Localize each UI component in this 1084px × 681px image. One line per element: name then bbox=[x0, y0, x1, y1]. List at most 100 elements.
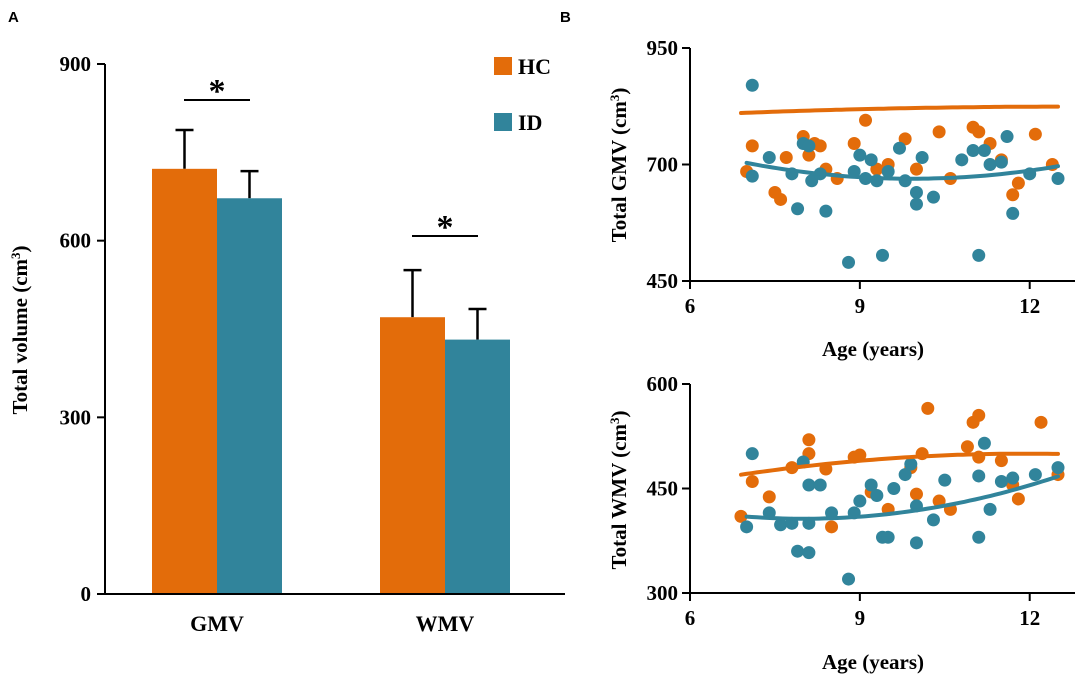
gmv-scatter: Total GMV (cm3) Age (years) 450 700 950 6 9 1… bbox=[607, 36, 1075, 361]
wmv-scatter-point-id bbox=[994, 475, 1008, 489]
bar-gmv-hc bbox=[152, 168, 217, 595]
wmv-scatter-point-id bbox=[774, 518, 788, 532]
gmv-scatter-point-id bbox=[864, 153, 878, 167]
gmv-scatter-point-id bbox=[876, 248, 889, 262]
gmv-scatter-ytick-label: 450 bbox=[647, 269, 679, 293]
gmv-scatter-point-id bbox=[1051, 171, 1065, 185]
wmv-scatter-point-id bbox=[802, 478, 816, 492]
gmv-scatter-xlabel: Age (years) bbox=[822, 337, 924, 361]
gmv-scatter-ytick-label: 700 bbox=[647, 153, 679, 177]
category-label-wmv: WMV bbox=[416, 611, 475, 636]
wmv-scatter-point-id bbox=[1051, 461, 1065, 475]
gmv-scatter-point-id bbox=[994, 155, 1008, 169]
gmv-scatter-point-id bbox=[853, 148, 867, 162]
gmv-scatter-point-hc bbox=[1011, 176, 1025, 190]
wmv-scatter-ytick-label: 450 bbox=[647, 477, 679, 501]
wmv-scatter-point-hc bbox=[972, 408, 986, 422]
wmv-scatter-point-id bbox=[1006, 471, 1020, 485]
gmv-scatter-point-id bbox=[762, 151, 776, 165]
gmv-scatter-point-id bbox=[955, 153, 969, 167]
wmv-scatter-point-id bbox=[745, 447, 759, 461]
gmv-scatter-point-hc bbox=[779, 151, 793, 165]
gmv-scatter-xtick-label: 6 bbox=[685, 294, 696, 318]
wmv-scatter-xtick-label: 12 bbox=[1019, 606, 1040, 630]
bar-chart-ytick-label: 0 bbox=[81, 582, 92, 606]
wmv-scatter-point-id bbox=[887, 482, 901, 495]
gmv-scatter-point-id bbox=[915, 151, 929, 165]
wmv-scatter-point-id bbox=[983, 502, 997, 516]
wmv-scatter-point-hc bbox=[960, 440, 974, 454]
wmv-scatter-point-hc bbox=[734, 509, 748, 523]
bar-chart-ylabel: Total volume (cm3) bbox=[8, 245, 33, 414]
wmv-scatter-point-hc bbox=[762, 490, 776, 504]
gmv-scatter-point-id bbox=[926, 190, 940, 204]
gmv-scatter-point-id bbox=[881, 164, 895, 178]
wmv-scatter-point-id bbox=[972, 469, 986, 483]
wmv-scatter-point-id bbox=[898, 468, 912, 482]
wmv-scatter-point-id bbox=[904, 457, 918, 471]
gmv-scatter-xtick-label: 12 bbox=[1019, 294, 1040, 318]
gmv-scatter-point-hc bbox=[909, 162, 923, 176]
bar-chart-ytick-label: 600 bbox=[60, 229, 92, 253]
gmv-scatter-point-hc bbox=[802, 148, 816, 162]
gmv-scatter-point-hc bbox=[847, 137, 861, 151]
wmv-scatter-point-hc bbox=[802, 433, 816, 447]
gmv-scatter-point-hc bbox=[813, 139, 827, 153]
category-label-gmv: GMV bbox=[190, 611, 244, 636]
bar-chart: Total volume (cm3) 0 300 600 900 * * GMV WMV… bbox=[8, 52, 565, 636]
bar-gmv-id bbox=[217, 198, 282, 594]
gmv-scatter-point-id bbox=[745, 78, 759, 92]
bar-chart-ytick-label: 900 bbox=[60, 52, 92, 76]
legend-swatch-id bbox=[494, 113, 512, 131]
wmv-scatter-point-id bbox=[864, 478, 878, 492]
wmv-scatter: Total WMV (cm3) Age (years) 300 450 600 6 9 1… bbox=[607, 372, 1075, 674]
wmv-scatter-point-id bbox=[813, 478, 827, 492]
panel-label-a: A bbox=[8, 9, 19, 26]
wmv-scatter-point-id bbox=[972, 530, 986, 544]
wmv-scatter-xtick-label: 9 bbox=[855, 606, 866, 630]
gmv-scatter-point-hc bbox=[859, 113, 873, 127]
bar-wmv-hc bbox=[380, 317, 445, 594]
gmv-scatter-point-id bbox=[1000, 130, 1014, 144]
wmv-scatter-ytick-label: 600 bbox=[647, 372, 679, 396]
wmv-scatter-point-id bbox=[881, 530, 895, 544]
wmv-scatter-point-hc bbox=[1011, 492, 1025, 506]
gmv-scatter-point-id bbox=[977, 144, 991, 158]
wmv-scatter-point-id bbox=[1028, 468, 1042, 482]
gmv-scatter-xtick-label: 9 bbox=[855, 294, 866, 318]
wmv-scatter-trend-id bbox=[744, 474, 1060, 521]
wmv-scatter-point-id bbox=[802, 546, 816, 560]
significance-star-wmv: * bbox=[437, 209, 454, 246]
legend-label-id: ID bbox=[518, 110, 542, 135]
wmv-scatter-point-id bbox=[870, 488, 884, 502]
gmv-scatter-point-hc bbox=[870, 162, 884, 176]
wmv-scatter-point-id bbox=[977, 436, 991, 450]
gmv-scatter-point-hc bbox=[1006, 188, 1020, 202]
wmv-scatter-point-hc bbox=[921, 401, 935, 415]
wmv-scatter-xtick-label: 6 bbox=[685, 606, 696, 630]
gmv-scatter-point-id bbox=[745, 169, 759, 183]
bar-chart-ytick-label: 300 bbox=[60, 405, 92, 429]
wmv-scatter-point-id bbox=[909, 536, 923, 550]
gmv-scatter-point-id bbox=[819, 204, 833, 218]
wmv-scatter-point-hc bbox=[994, 454, 1008, 468]
wmv-scatter-xlabel: Age (years) bbox=[822, 650, 924, 674]
wmv-scatter-point-id bbox=[791, 544, 805, 558]
wmv-scatter-point-id bbox=[926, 513, 940, 527]
gmv-scatter-ytick-label: 950 bbox=[647, 36, 679, 60]
wmv-scatter-point-hc bbox=[825, 520, 839, 534]
gmv-scatter-point-id bbox=[791, 202, 805, 216]
wmv-scatter-trend-hc bbox=[739, 451, 1060, 477]
gmv-scatter-point-id bbox=[909, 185, 923, 199]
gmv-scatter-point-id bbox=[983, 158, 997, 171]
wmv-scatter-point-hc bbox=[853, 448, 867, 462]
wmv-scatter-ytick-label: 300 bbox=[647, 581, 679, 605]
legend: HC ID bbox=[494, 54, 551, 135]
gmv-scatter-trend-hc bbox=[739, 104, 1060, 115]
gmv-scatter-point-id bbox=[892, 141, 906, 155]
gmv-scatter-point-hc bbox=[745, 139, 759, 153]
panel-label-b: B bbox=[560, 9, 571, 26]
wmv-scatter-point-id bbox=[842, 572, 856, 586]
significance-star-gmv: * bbox=[209, 73, 226, 110]
